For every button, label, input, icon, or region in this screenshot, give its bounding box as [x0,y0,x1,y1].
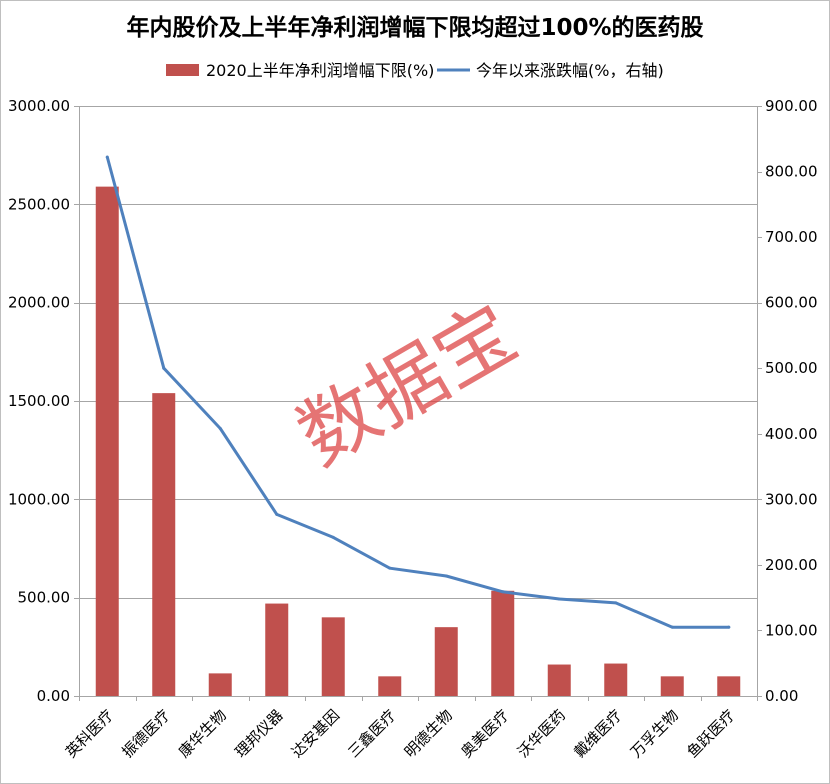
right-axis-tick-label: 500.00 [765,359,818,377]
price-change-point [614,601,618,605]
line-series [105,155,731,629]
bar-series [95,186,741,696]
profit-growth-bar [604,663,628,696]
right-axis-tick-label: 900.00 [765,97,818,115]
price-change-point [727,625,731,629]
right-axis-tick-label: 300.00 [765,490,818,508]
profit-growth-bar [660,676,684,696]
price-change-point [275,512,279,516]
price-change-point [501,590,505,594]
price-change-point [670,625,674,629]
right-axis-tick-label: 100.00 [765,621,818,639]
profit-growth-bar [208,673,232,696]
profit-growth-bar [152,393,176,696]
legend-label-bar: 2020上半年净利润增幅下限(%) [206,61,434,80]
profit-growth-bar [95,186,119,696]
left-axis-tick-label: 3000.00 [8,97,70,115]
legend-swatch-bar [166,64,199,76]
right-axis-tick-label: 600.00 [765,294,818,312]
left-axis-tick-label: 2500.00 [8,195,70,213]
profit-growth-bar [491,590,515,696]
profit-growth-bar [265,603,289,696]
price-change-point [331,535,335,539]
left-axis-tick-label: 500.00 [18,589,71,607]
right-axis-tick-label: 800.00 [765,163,818,181]
price-change-point [162,366,166,370]
price-change-point [105,155,109,159]
price-change-point [557,597,561,601]
left-axis-tick-label: 2000.00 [8,294,70,312]
profit-growth-bar [321,617,345,696]
right-axis-tick-label: 0.00 [765,687,798,705]
legend-label-line: 今年以来涨跌幅(%，右轴) [476,61,664,80]
chart-title: 年内股价及上半年净利润增幅下限均超过100%的医药股 [126,14,703,41]
left-axis-tick-label: 1500.00 [8,392,70,410]
price-change-line [105,155,731,629]
right-axis-tick-label: 400.00 [765,425,818,443]
left-axis-tick-label: 1000.00 [8,490,70,508]
right-axis-tick-label: 700.00 [765,228,818,246]
profit-growth-bar [434,627,458,696]
price-change-point [388,566,392,570]
legend: 2020上半年净利润增幅下限(%) 今年以来涨跌幅(%，右轴) [166,61,664,80]
profit-growth-bar [717,676,741,696]
profit-growth-bar [547,664,571,696]
price-change-point [444,574,448,578]
right-axis-tick-label: 200.00 [765,556,818,574]
left-axis-tick-label: 0.00 [37,687,70,705]
price-change-point [218,427,222,431]
profit-growth-bar [378,676,402,696]
